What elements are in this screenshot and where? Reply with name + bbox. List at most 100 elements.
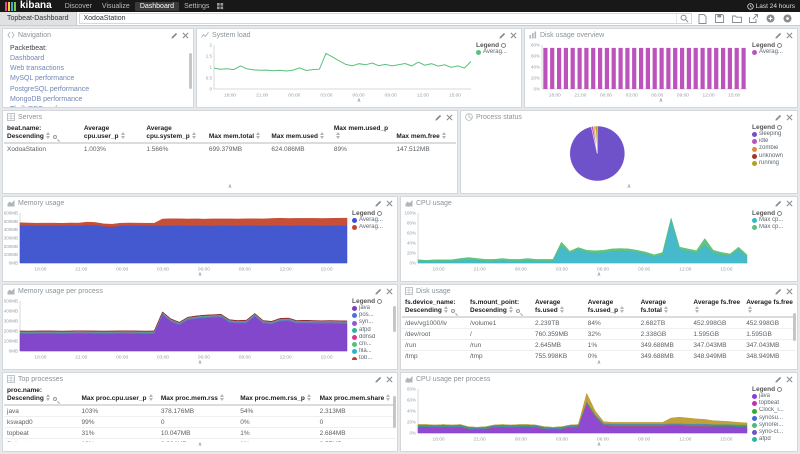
edit-panel-icon[interactable] xyxy=(375,376,382,383)
column-header[interactable]: Max proc.mem.rss_p xyxy=(237,385,317,406)
legend-item[interactable]: afpd xyxy=(752,436,795,442)
memory-per-process-chart[interactable]: 500MB 400MB 300MB 200MB 100MB 0MB 18:00 21:00 00… xyxy=(3,297,351,360)
legend-item[interactable]: java xyxy=(352,305,395,312)
column-header[interactable]: Average fs.used_p xyxy=(584,297,638,318)
column-header[interactable]: Average cpu.user_p xyxy=(80,123,144,144)
share-icon[interactable] xyxy=(748,13,759,24)
navigation-link[interactable]: PostgreSQL performance xyxy=(10,85,90,93)
legend-toggle-icon[interactable] xyxy=(377,211,383,216)
legend-item[interactable]: Averag... xyxy=(352,217,395,224)
legend-item[interactable]: fila... xyxy=(352,348,395,355)
navigation-link[interactable]: Dashboard xyxy=(10,55,45,62)
cpu-usage-chart[interactable]: 100% 80% 60% 40% 20% 0% 18:00 21:00 00:00 03:00 06… xyxy=(401,209,751,272)
scrollbar[interactable] xyxy=(393,396,396,428)
collapse-panel-chevron[interactable]: ∧ xyxy=(596,442,602,448)
legend-item[interactable]: ddnsd xyxy=(352,334,395,341)
navigation-link[interactable]: MongoDB performance xyxy=(10,95,83,103)
legend-item[interactable]: idle xyxy=(752,138,795,145)
sort-caret-icon[interactable] xyxy=(748,306,753,313)
column-search-icon[interactable] xyxy=(450,309,455,313)
legend-item[interactable]: sleeping xyxy=(752,131,795,138)
edit-panel-icon[interactable] xyxy=(435,114,442,121)
column-header[interactable]: Average fs.free xyxy=(690,297,744,318)
collapse-panel-chevron[interactable]: ∧ xyxy=(356,98,362,104)
close-panel-icon[interactable] xyxy=(386,200,393,207)
load-saved-dashboard-icon[interactable] xyxy=(731,13,742,24)
sort-caret-icon[interactable] xyxy=(559,306,565,313)
edit-panel-icon[interactable] xyxy=(375,200,382,207)
collapse-panel-chevron[interactable]: ∧ xyxy=(626,184,632,190)
edit-panel-icon[interactable] xyxy=(499,32,506,39)
legend-item[interactable]: Averag... xyxy=(352,224,395,231)
collapse-panel-chevron[interactable]: ∧ xyxy=(596,360,602,366)
collapse-panel-chevron[interactable]: ∧ xyxy=(596,272,602,278)
legend-item[interactable]: Max cp... xyxy=(752,224,795,231)
sort-caret-icon[interactable] xyxy=(508,306,514,313)
kibana-logo[interactable]: kibana xyxy=(5,1,52,11)
edit-panel-icon[interactable] xyxy=(375,288,382,295)
legend-item[interactable]: cni... xyxy=(352,341,395,348)
legend-item[interactable]: Averag... xyxy=(752,49,795,56)
legend-item[interactable]: tob... xyxy=(352,355,395,360)
legend-toggle-icon[interactable] xyxy=(377,299,383,304)
sort-caret-icon[interactable] xyxy=(120,132,126,139)
sort-caret-icon[interactable] xyxy=(386,394,391,401)
disk-usage-overview-chart[interactable]: 80% 60% 40% 20% 0% 18:00 21:00 00:00 03:00 06:00 0… xyxy=(525,41,751,98)
collapse-panel-chevron[interactable]: ∧ xyxy=(197,360,203,366)
column-header[interactable]: Max proc.mem.share xyxy=(316,385,396,406)
legend-item[interactable]: afpd xyxy=(352,327,395,334)
column-header[interactable]: Max mem.free xyxy=(393,123,456,144)
column-search-icon[interactable] xyxy=(515,309,520,313)
close-panel-icon[interactable] xyxy=(182,32,189,39)
close-panel-icon[interactable] xyxy=(510,32,517,39)
nav-item-discover[interactable]: Discover xyxy=(64,2,92,10)
sort-caret-icon[interactable] xyxy=(441,132,447,139)
edit-panel-icon[interactable] xyxy=(171,32,178,39)
legend-item[interactable]: topbeat xyxy=(752,400,795,407)
column-header[interactable]: fs.mount_point: Descending xyxy=(467,297,532,318)
close-panel-icon[interactable] xyxy=(786,200,793,207)
sort-caret-icon[interactable] xyxy=(256,132,261,139)
column-header[interactable]: Max mem.used_p xyxy=(330,123,394,144)
column-header[interactable]: fs.device_name: Descending xyxy=(402,297,467,318)
legend-item[interactable]: syno-cl... xyxy=(752,429,795,436)
memory-usage-chart[interactable]: 600MB 500MB 400MB 300MB 200MB 100MB 0MB 18:00 21… xyxy=(3,209,351,272)
edit-panel-icon[interactable] xyxy=(775,114,782,121)
legend-item[interactable]: Clock_i... xyxy=(752,407,795,414)
legend-toggle-icon[interactable] xyxy=(777,43,783,48)
close-panel-icon[interactable] xyxy=(786,288,793,295)
save-dashboard-icon[interactable] xyxy=(714,13,725,24)
close-panel-icon[interactable] xyxy=(786,32,793,39)
legend-item[interactable]: java xyxy=(752,393,795,400)
navigation-link[interactable]: Web transactions xyxy=(10,65,64,73)
column-search-icon[interactable] xyxy=(52,397,57,401)
legend-item[interactable]: pos... xyxy=(352,312,395,319)
sort-caret-icon[interactable] xyxy=(45,132,51,139)
column-header[interactable]: beat.name: Descending xyxy=(4,123,81,144)
legend-item[interactable]: synosu... xyxy=(752,415,795,422)
collapse-panel-chevron[interactable]: ∧ xyxy=(227,184,233,190)
options-gear-icon[interactable] xyxy=(782,13,793,24)
sort-caret-icon[interactable] xyxy=(335,132,341,139)
query-input[interactable] xyxy=(79,14,676,23)
nav-item-settings[interactable]: Settings xyxy=(184,2,210,10)
navigation-link[interactable]: MySQL performance xyxy=(10,75,75,83)
close-panel-icon[interactable] xyxy=(386,376,393,383)
collapse-panel-chevron[interactable]: ∧ xyxy=(197,272,203,278)
new-dashboard-icon[interactable] xyxy=(697,13,708,24)
column-header[interactable]: Max mem.used xyxy=(268,123,331,144)
legend-item[interactable]: running xyxy=(752,160,795,167)
apps-grid-icon[interactable] xyxy=(217,2,224,10)
column-header[interactable]: Max mem.total xyxy=(205,123,269,144)
edit-panel-icon[interactable] xyxy=(775,32,782,39)
navigation-link[interactable]: Thrift-RPC performance xyxy=(10,106,186,107)
column-header[interactable]: Max proc.mem.rss xyxy=(157,385,238,406)
dashboard-title-tab[interactable]: Topbeat-Dashboard xyxy=(0,12,77,25)
close-panel-icon[interactable] xyxy=(446,114,453,121)
close-panel-icon[interactable] xyxy=(786,376,793,383)
sort-caret-icon[interactable] xyxy=(695,306,700,313)
sort-caret-icon[interactable] xyxy=(148,394,154,401)
scrollbar[interactable] xyxy=(189,52,192,90)
legend-item[interactable]: zombie xyxy=(752,145,795,152)
edit-panel-icon[interactable] xyxy=(775,200,782,207)
